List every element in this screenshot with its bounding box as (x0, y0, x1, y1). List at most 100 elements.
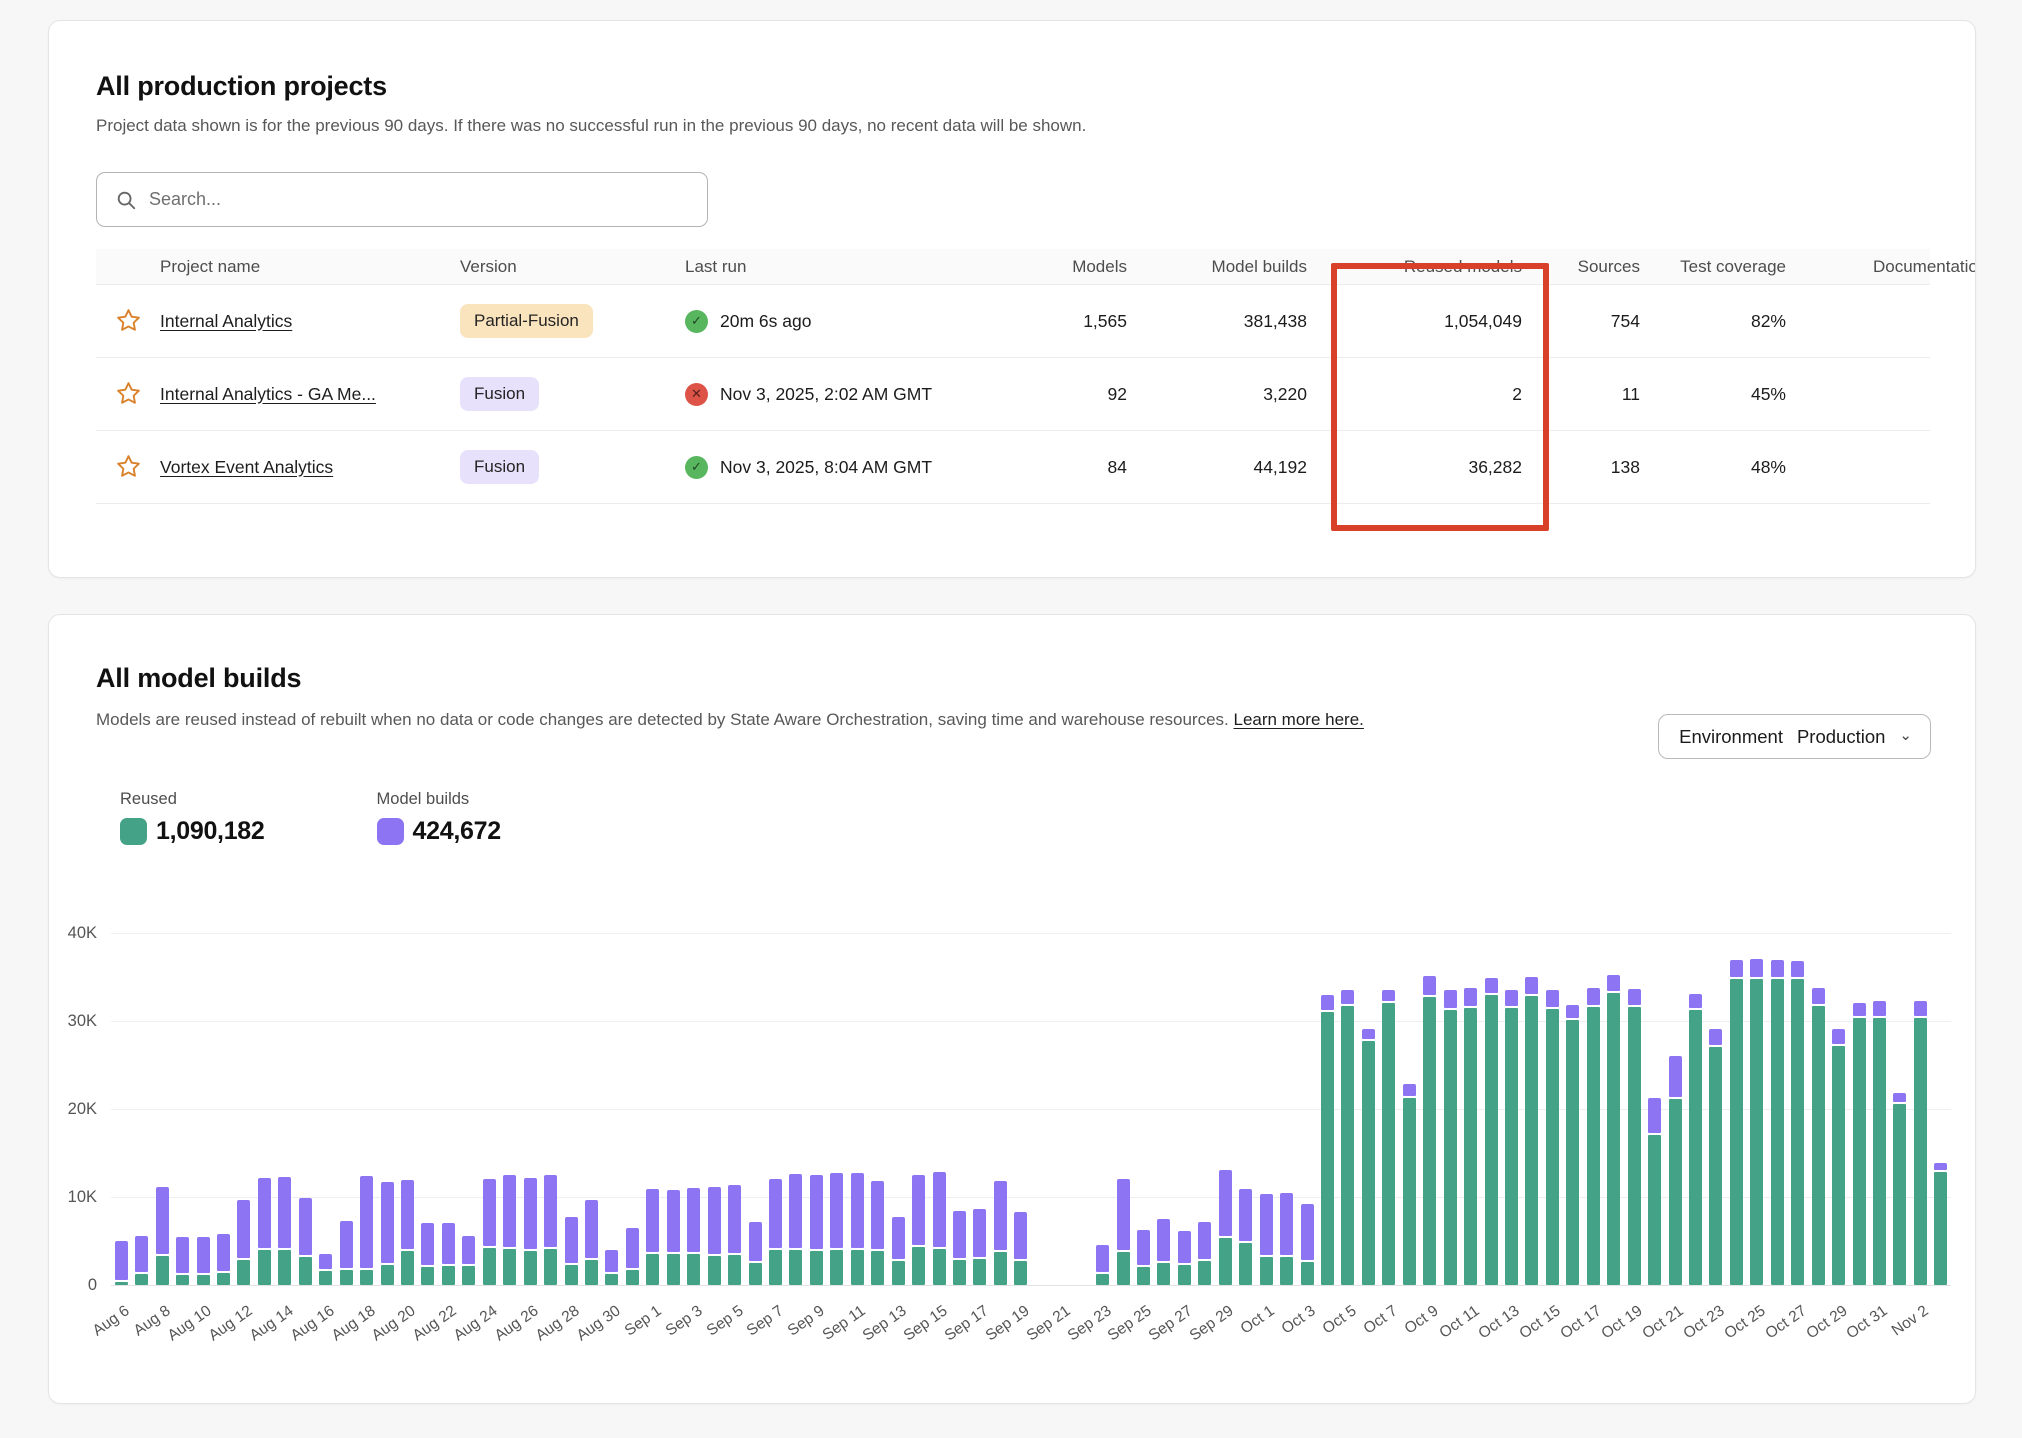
run-success-icon: ✓ (685, 455, 708, 479)
bar-segment-reused (1770, 978, 1784, 1285)
bar-segment-reused (1361, 1041, 1375, 1285)
bar-segment-model-builds (830, 1173, 844, 1248)
y-axis-tick-label: 20K (67, 1100, 97, 1118)
bar-segment-model-builds (1382, 990, 1396, 1002)
legend-builds-label: Model builds (376, 790, 470, 808)
bar-segment-model-builds (1116, 1178, 1130, 1251)
bar-segment-reused (891, 1261, 905, 1285)
bar-segment-model-builds (789, 1174, 803, 1248)
bar-segment-model-builds (748, 1221, 762, 1261)
bar-segment-reused (176, 1275, 190, 1285)
bar-segment-reused (257, 1249, 271, 1285)
favorite-star-icon[interactable] (114, 307, 142, 335)
y-axis-tick-label: 0 (87, 1276, 97, 1294)
bar-segment-reused (1729, 978, 1743, 1285)
bar-segment-model-builds (1320, 994, 1334, 1011)
projects-table-header: Project name Version Last run Models Mod… (96, 249, 1975, 285)
bar-segment-model-builds (707, 1187, 721, 1254)
bar-segment-reused (1320, 1012, 1334, 1285)
bar-segment-model-builds (237, 1199, 251, 1258)
bar-segment-reused (584, 1259, 598, 1285)
favorite-star-icon[interactable] (114, 380, 142, 408)
legend-reused-label: Reused (120, 790, 177, 808)
gridline (111, 1021, 1951, 1022)
bar-segment-reused (1872, 1017, 1886, 1285)
bar-segment-reused (1545, 1008, 1559, 1285)
test-coverage-value: 82% (1750, 310, 1786, 331)
legend-builds-swatch (376, 818, 404, 845)
bar-segment-reused (1402, 1097, 1416, 1285)
test-coverage-value: 45% (1750, 383, 1786, 404)
gridline (111, 1109, 1951, 1110)
search-input[interactable] (149, 189, 689, 210)
bar-segment-model-builds (544, 1175, 558, 1247)
legend-item-model-builds: Model builds 424,672 (376, 790, 501, 846)
header-sources: Sources (1577, 256, 1640, 276)
bar-segment-model-builds (523, 1177, 537, 1249)
table-row: Vortex Event Analytics Fusion ✓ Nov 3, 2… (96, 431, 1930, 504)
projects-card-subtitle: Project data shown is for the previous 9… (96, 116, 1087, 135)
bar-segment-model-builds (646, 1189, 660, 1253)
bar-segment-model-builds (1668, 1056, 1682, 1098)
bar-segment-model-builds (1811, 988, 1825, 1004)
version-badge: Fusion (460, 450, 540, 484)
bar-segment-model-builds (1545, 990, 1559, 1007)
bar-segment-reused (1443, 1009, 1457, 1285)
legend-reused-value: 1,090,182 (156, 817, 265, 845)
bar-segment-model-builds (1566, 1005, 1580, 1019)
bar-segment-reused (1157, 1263, 1171, 1285)
bar-segment-reused (1852, 1018, 1866, 1285)
bar-segment-reused (952, 1260, 966, 1285)
model-builds-chart: 0 10K 20K 30K 40K Aug 6 Aug 8 Aug 10 Aug 12 Aug 1… (68, 924, 1951, 1344)
gridline (111, 1197, 1951, 1198)
bar-segment-model-builds (1361, 1028, 1375, 1040)
bar-segment-reused (830, 1249, 844, 1285)
bar-segment-reused (666, 1254, 680, 1285)
favorite-star-icon[interactable] (114, 453, 142, 481)
bar-segment-reused (912, 1247, 926, 1285)
bar-segment-reused (1382, 1003, 1396, 1285)
bar-segment-reused (1280, 1256, 1294, 1285)
bar-segment-model-builds (1832, 1028, 1846, 1044)
bar-segment-reused (1627, 1006, 1641, 1285)
bar-segment-model-builds (1770, 960, 1784, 977)
bar-segment-reused (1341, 1006, 1355, 1285)
bar-segment-model-builds (1014, 1211, 1028, 1260)
header-project-name: Project name (160, 256, 261, 276)
bar-segment-model-builds (339, 1220, 353, 1268)
bar-segment-model-builds (564, 1217, 578, 1263)
bar-segment-model-builds (1484, 977, 1498, 993)
bar-segment-reused (707, 1256, 721, 1285)
bar-segment-model-builds (1300, 1204, 1314, 1261)
bar-segment-model-builds (482, 1179, 496, 1246)
table-row: Internal Analytics - GA Me... Fusion ✕ N… (96, 358, 1930, 431)
bar-segment-reused (319, 1270, 333, 1285)
bar-segment-reused (1504, 1007, 1518, 1285)
bar-segment-reused (605, 1274, 619, 1285)
bar-segment-model-builds (155, 1186, 169, 1254)
bar-segment-model-builds (1259, 1194, 1273, 1255)
learn-more-link[interactable]: Learn more here. (1233, 710, 1364, 729)
project-name-link[interactable]: Vortex Event Analytics (160, 456, 334, 477)
bar-segment-model-builds (1893, 1093, 1907, 1102)
bar-segment-reused (564, 1264, 578, 1285)
bar-segment-model-builds (932, 1171, 946, 1247)
bar-segment-model-builds (1464, 988, 1478, 1006)
bar-segment-model-builds (625, 1227, 639, 1268)
project-search[interactable] (96, 172, 708, 227)
builds-description-text: Models are reused instead of rebuilt whe… (96, 710, 1229, 729)
project-name-link[interactable]: Internal Analytics (160, 310, 293, 331)
bar-segment-model-builds (952, 1211, 966, 1259)
environment-dropdown[interactable]: Environment Production ⌄ (1658, 714, 1931, 759)
bar-segment-reused (380, 1264, 394, 1285)
header-model-builds: Model builds (1211, 256, 1307, 276)
last-run-text: Nov 3, 2025, 8:04 AM GMT (720, 456, 933, 477)
environment-label: Environment (1679, 725, 1783, 747)
bar-segment-reused (1648, 1135, 1662, 1285)
table-row: Internal Analytics Partial-Fusion ✓ 20m … (96, 285, 1930, 358)
project-name-link[interactable]: Internal Analytics - GA Me... (160, 383, 376, 404)
bar-segment-reused (1668, 1099, 1682, 1285)
y-axis-tick-label: 30K (67, 1012, 97, 1030)
bar-segment-model-builds (768, 1178, 782, 1248)
bar-segment-model-builds (196, 1236, 210, 1274)
